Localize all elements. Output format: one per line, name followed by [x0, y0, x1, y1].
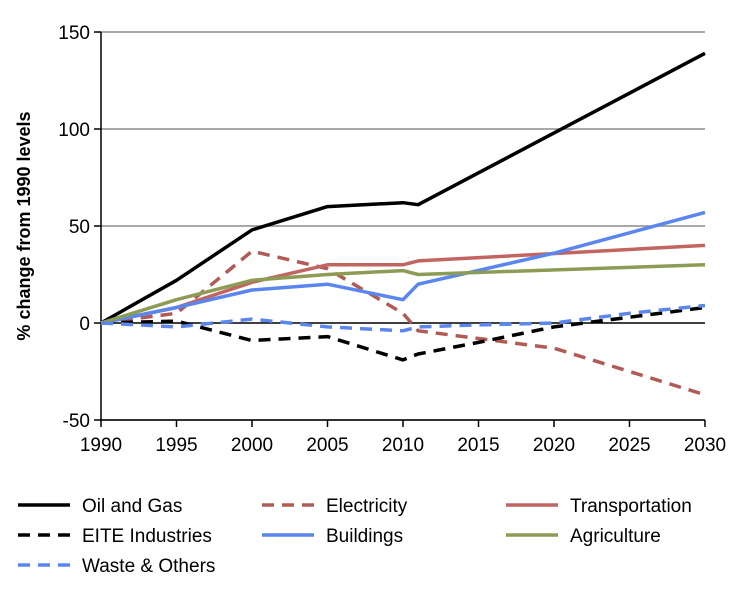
series-line-agriculture	[100, 263, 706, 325]
legend-label: Agriculture	[570, 526, 661, 547]
series-line-eite-industries	[100, 305, 706, 362]
y-tick-label: 100	[58, 120, 90, 141]
legend: Oil and Gas Electricity Transportation EITE…	[18, 496, 692, 577]
x-tick-label: 2000	[231, 435, 273, 456]
series-line-waste-others	[100, 303, 706, 333]
series-line-buildings	[100, 210, 706, 325]
x-tick-label: 1990	[80, 435, 122, 456]
y-axis-title: % change from 1990 levels	[14, 111, 34, 340]
x-tick-label: 1995	[155, 435, 197, 456]
x-tick-label: 2010	[382, 435, 424, 456]
legend-label: Waste & Others	[82, 556, 215, 577]
y-tick-label: 0	[79, 314, 90, 335]
legend-label: Transportation	[570, 496, 692, 517]
legend-label: Oil and Gas	[82, 496, 182, 517]
series-line-oil-and-gas	[100, 51, 706, 325]
x-tick-label: 2030	[684, 435, 726, 456]
y-tick-label: 50	[69, 217, 90, 238]
series-line-transportation	[100, 243, 706, 325]
x-tick-label: 2020	[533, 435, 575, 456]
series-lines	[100, 51, 706, 397]
y-tick-label: -50	[63, 411, 90, 432]
x-tick-label: 2005	[306, 435, 348, 456]
y-tick-label: 150	[58, 23, 90, 44]
tick-labels: 150 100 50 0 -50 1990 1995 2000 2005 2010 2015 2020…	[58, 23, 726, 456]
legend-label: EITE Industries	[82, 526, 212, 547]
x-tick-label: 2015	[457, 435, 499, 456]
grid-lines	[101, 31, 705, 421]
legend-label: Electricity	[326, 496, 408, 517]
legend-label: Buildings	[326, 526, 403, 547]
x-tick-label: 2025	[608, 435, 650, 456]
